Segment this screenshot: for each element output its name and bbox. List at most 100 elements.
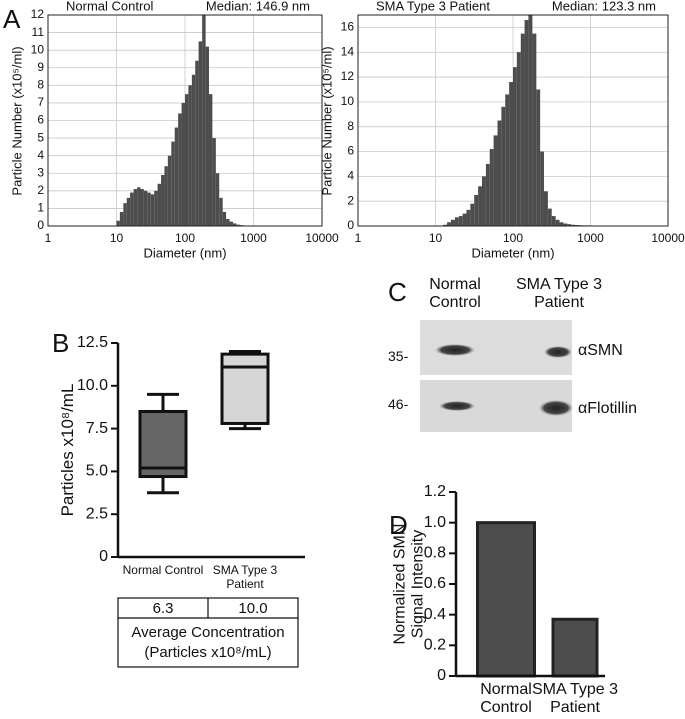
histogram-bar xyxy=(474,194,479,226)
histogram-bar xyxy=(462,213,467,226)
y-tick-label: 5.0 xyxy=(86,463,108,480)
x-tick-label: 10 xyxy=(429,231,443,245)
histogram-bar xyxy=(222,211,227,226)
y-tick-label: 1.0 xyxy=(424,514,446,531)
histogram-bar xyxy=(571,224,576,226)
bar xyxy=(551,617,599,678)
y-tick-label: 1.2 xyxy=(424,483,446,500)
x-tick-label: 100 xyxy=(503,231,523,245)
histogram-bar xyxy=(181,102,185,226)
histogram-bar xyxy=(540,151,544,226)
y-tick-label: 10 xyxy=(341,94,355,108)
histogram-bar xyxy=(215,173,220,226)
x-tick-label: 10 xyxy=(110,231,124,245)
histogram-bar xyxy=(516,52,521,227)
histogram-bar xyxy=(466,209,471,226)
histogram-bar xyxy=(470,203,475,226)
histogram-bar xyxy=(232,223,237,226)
panel-label: D xyxy=(389,510,408,540)
blot-band xyxy=(435,344,475,356)
histogram-bar xyxy=(536,89,541,227)
chart-title: SMA Type 3 Patient xyxy=(376,0,490,13)
plot-frame xyxy=(357,14,669,227)
blot-label: αSMN xyxy=(578,342,623,359)
y-tick-label: 12.5 xyxy=(77,334,108,351)
histogram-bar xyxy=(229,221,233,226)
histogram-bar xyxy=(513,67,517,226)
histogram-bar xyxy=(119,211,124,226)
histogram-bar xyxy=(563,223,568,226)
y-tick-label: 12 xyxy=(341,69,355,83)
histogram-bar xyxy=(205,46,209,227)
histogram-bar xyxy=(532,33,537,226)
plot-frame xyxy=(47,14,323,227)
histogram-bar xyxy=(191,74,196,227)
histogram-bar xyxy=(195,60,199,226)
histogram-bar xyxy=(167,155,172,226)
panel-label: B xyxy=(52,328,70,358)
blot-marker: 46- xyxy=(388,396,409,412)
histogram-bar xyxy=(185,94,189,226)
histogram-bar xyxy=(123,203,127,226)
histogram-bar xyxy=(551,216,556,226)
y-tick-label: 2 xyxy=(347,193,354,207)
y-axis-label: Particle Number (x10⁵/ml) xyxy=(9,45,25,196)
histogram-bar xyxy=(478,186,482,226)
y-tick-label: 4 xyxy=(347,169,354,183)
y-tick-label: 12 xyxy=(31,7,45,21)
y-tick-label: 7.5 xyxy=(86,420,108,437)
histogram-bar xyxy=(509,82,513,226)
histogram-bar xyxy=(520,33,525,226)
histogram-bar xyxy=(133,189,138,226)
histogram-bar xyxy=(174,127,179,226)
y-tick-label: 5 xyxy=(37,130,44,144)
histogram-bar xyxy=(236,224,240,226)
x-tick-label: 10000 xyxy=(305,231,339,245)
x-tick-label: 100 xyxy=(175,231,195,245)
y-tick-label: 0 xyxy=(347,218,354,232)
histogram-bar xyxy=(458,216,463,226)
histogram-bar xyxy=(489,149,494,226)
y-tick-label: 7 xyxy=(37,95,44,109)
blot-label: αFlotillin xyxy=(578,400,638,417)
y-tick-label: 8 xyxy=(347,119,354,133)
histogram-bar xyxy=(447,222,451,226)
histogram-bar xyxy=(150,194,155,226)
y-tick-label: 0 xyxy=(37,218,44,232)
box xyxy=(138,409,188,479)
y-tick-label: 9 xyxy=(37,60,44,74)
histogram-bar xyxy=(202,15,206,226)
chart-subtitle: Median: 146.9 nm xyxy=(206,0,310,13)
histogram-bar xyxy=(493,135,498,226)
y-tick-label: 10 xyxy=(31,42,45,56)
table-caption: Average Concentration (Particles x10⁸/mL… xyxy=(131,624,285,661)
x-tick-label: Normal Control xyxy=(480,681,532,717)
histogram-bar xyxy=(219,197,223,226)
histogram-bar xyxy=(157,183,162,226)
histogram-bar xyxy=(161,175,165,226)
histogram-bar xyxy=(126,197,131,226)
bar xyxy=(476,521,536,678)
y-tick-label: 2 xyxy=(37,183,44,197)
blot-band xyxy=(539,400,573,416)
histogram-bar xyxy=(188,85,192,226)
y-axis-label: Normalized SMN Signal Intensity xyxy=(391,523,427,645)
x-tick-label: 10000 xyxy=(651,231,685,245)
histogram-bar xyxy=(559,222,564,226)
y-tick-label: 10.0 xyxy=(77,377,108,394)
histogram-bar xyxy=(443,224,448,226)
table-cell: 10.0 xyxy=(238,600,268,617)
blot-column: SMA Type 3 Patient xyxy=(516,276,602,312)
histogram-bar xyxy=(528,15,533,226)
histogram-bar xyxy=(567,224,572,226)
histogram-bar xyxy=(454,217,459,226)
x-tick-label: 1 xyxy=(45,231,52,245)
histogram-bar xyxy=(497,120,502,226)
y-tick-label: 4 xyxy=(37,148,44,162)
y-tick-label: 11 xyxy=(32,25,45,39)
histogram-bar xyxy=(147,192,151,226)
x-axis-label: Diameter (nm) xyxy=(143,245,226,260)
panel-label: A xyxy=(3,4,21,34)
histogram-bar xyxy=(212,138,216,226)
